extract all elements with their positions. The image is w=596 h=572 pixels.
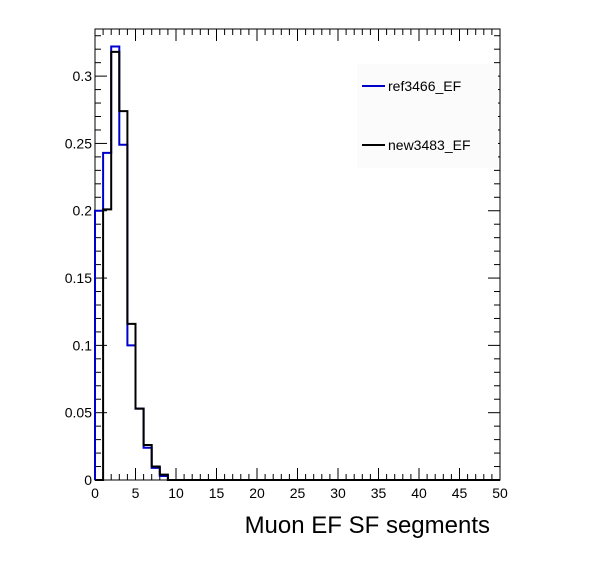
x-tick-label: 5 [132,485,140,501]
y-tick-label: 0.1 [73,337,93,353]
x-tick-label: 40 [411,485,427,501]
series-new3483_EF [95,50,500,481]
x-tick-label: 0 [91,485,99,501]
x-tick-label: 45 [452,485,468,501]
x-tick-label: 35 [371,485,387,501]
y-tick-label: 0.05 [65,405,92,421]
x-tick-label: 25 [290,485,306,501]
legend-label: ref3466_EF [388,78,461,94]
y-tick-label: 0 [84,472,92,488]
x-tick-label: 10 [168,485,184,501]
y-tick-label: 0.25 [65,135,92,151]
legend: ref3466_EF new3483_EF [357,64,498,168]
tick-labels: 0 5 10 15 20 25 30 35 40 45 50 0 0.05 0.1 0.15 0.2 0.25 0… [65,68,508,501]
legend-box [357,64,498,168]
y-tick-label: 0.2 [73,203,93,219]
y-tick-label: 0.15 [65,270,92,286]
x-tick-label: 30 [330,485,346,501]
x-tick-label: 15 [209,485,225,501]
x-tick-label: 50 [492,485,508,501]
legend-label: new3483_EF [388,137,471,153]
histogram-line-new3483_EF [95,50,500,481]
series-group [94,45,500,481]
x-axis-label: Muon EF SF segments [245,512,490,539]
y-tick-label: 0.3 [73,68,93,84]
x-tick-label: 20 [249,485,265,501]
